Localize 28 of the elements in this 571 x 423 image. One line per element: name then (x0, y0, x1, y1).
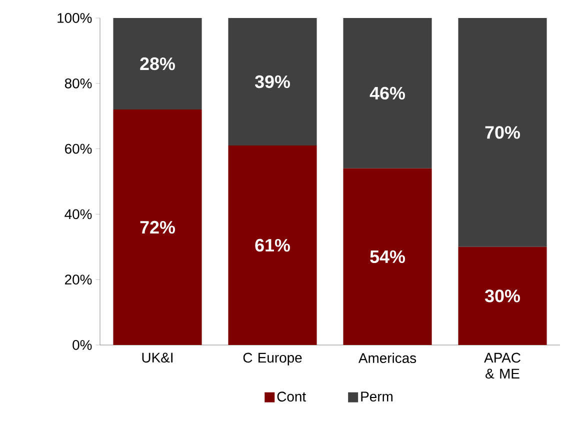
legend-label: Cont (277, 392, 306, 402)
y-tick-label: 60% (65, 144, 92, 154)
data-label: 46% (370, 86, 405, 100)
bar (113, 110, 202, 345)
data-label: 61% (255, 238, 290, 252)
bar (228, 18, 317, 146)
y-tick-label: 40% (64, 209, 92, 220)
bar (228, 146, 317, 345)
y-tick-label: 80% (64, 78, 92, 88)
y-tick-label: 100% (58, 13, 92, 23)
data-label: 72% (140, 220, 175, 234)
x-tick-label: Americas (358, 352, 416, 364)
data-label: 70% (485, 126, 520, 139)
data-label: 30% (484, 290, 520, 302)
bar (343, 168, 432, 345)
legend-label: Perm (361, 392, 392, 402)
bar (113, 18, 202, 110)
y-tick-label: 0% (72, 340, 92, 350)
y-tick-label: 20% (65, 274, 92, 285)
bar (458, 246, 547, 345)
x-tick-label: APAC & ME (484, 352, 520, 379)
bar (458, 18, 547, 247)
data-label: 28% (140, 57, 175, 70)
x-tick-label: C Europe (243, 352, 302, 366)
data-label: 54% (370, 250, 405, 264)
bar (343, 18, 432, 168)
x-tick-label: UK&I (142, 352, 172, 363)
data-label: 39% (254, 75, 290, 88)
